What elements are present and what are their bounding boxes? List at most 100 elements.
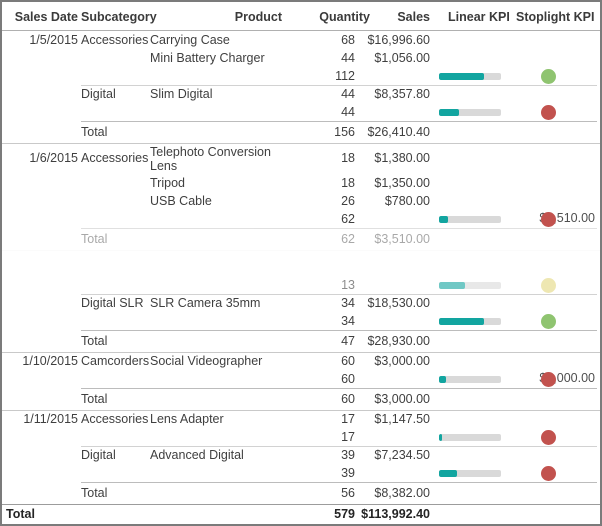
sales-value: $780.00	[384, 194, 430, 208]
table-row-subtotal: 39 $7,234.50	[2, 464, 600, 482]
sales-value: $3,510.00	[539, 211, 595, 225]
quantity-cell: 39	[341, 448, 355, 462]
sales-value: $3,000.00	[374, 392, 430, 406]
header-sales-date: Sales Date	[14, 10, 78, 24]
product-cell: Slim Digital	[150, 87, 213, 101]
product-cell: Telephoto Conversion Lens	[150, 145, 271, 173]
subcategory-cell: Digital	[81, 448, 116, 462]
quantity-cell: 68	[341, 33, 355, 47]
linear-kpi-bar	[439, 216, 501, 223]
table-row-detail: 1/10/2015 Camcorders Social Videographer 60…	[2, 352, 600, 370]
table-row-subtotal: 34 $18,530.00	[2, 312, 600, 330]
table-row-subtotal: 60 $3,000.00	[2, 370, 600, 388]
product-cell: Carrying Case	[150, 33, 230, 47]
quantity-cell: 156	[334, 125, 355, 139]
table-row-detail: 1/6/2015 Accessories Telephoto Conversion …	[2, 143, 600, 174]
total-label: Total	[81, 125, 108, 139]
linear-kpi-bar	[439, 318, 501, 325]
sales-value: $1,056.00	[374, 51, 430, 65]
product-cell: Mini Battery Charger	[150, 51, 265, 65]
sales-value: $1,380.00	[374, 151, 430, 165]
stoplight-kpi-indicator-yellow	[541, 278, 556, 293]
product-cell: Lens Adapter	[150, 412, 224, 426]
linear-kpi-bar-fill	[439, 470, 457, 477]
grand-total-separator	[2, 504, 600, 505]
table-row-total: Total 47 $28,930.00	[2, 330, 600, 352]
linear-kpi-bar-fill	[439, 376, 447, 383]
sales-value: $3,000.00	[374, 354, 430, 368]
sales-value: $10,400.00	[532, 277, 595, 291]
sales-value: $18,530.00	[367, 296, 430, 310]
sales-cell: $7,234.50	[357, 447, 435, 463]
linear-kpi-bar	[439, 109, 501, 116]
sales-cell: $3,000.00	[357, 353, 435, 369]
table-row-subtotal: 62 $3,510.00	[2, 210, 600, 228]
sales-cell: $16,996.60	[357, 32, 435, 48]
total-separator	[81, 330, 597, 331]
table-row-total: Total 56 $8,382.00	[2, 482, 600, 504]
subcategory-cell: Digital SLR	[81, 296, 144, 310]
table-row-detail: Mini Battery Charger 44 $1,056.00	[2, 49, 600, 67]
sales-date-cell: 1/10/2015	[22, 354, 78, 368]
quantity-cell: 18	[341, 151, 355, 165]
subcategory-cell: Digital	[81, 87, 116, 101]
total-separator	[81, 228, 597, 229]
stoplight-kpi-indicator-red	[541, 105, 556, 120]
sales-cell: $113,992.40	[357, 505, 435, 523]
sales-cell: $1,380.00	[357, 144, 435, 173]
linear-kpi-bar-fill	[439, 73, 484, 80]
sales-date-cell: 1/6/2015	[29, 151, 78, 165]
stoplight-kpi-indicator-red	[541, 212, 556, 227]
table-row-detail: 1/11/2015 Accessories Lens Adapter 17 $1,147…	[2, 410, 600, 428]
table-header-row: Sales Date Subcategory Product Quantity …	[2, 2, 600, 31]
sales-cell: $18,530.00	[357, 295, 435, 311]
table-row-total: Total 60 $3,000.00	[2, 388, 600, 410]
subcategory-cell: Accessories	[81, 33, 149, 47]
sales-value: $1,147.50	[374, 412, 430, 426]
sales-value: $16,996.60	[367, 33, 430, 47]
table-row-detail: Digital Advanced Digital 39 $7,234.50	[2, 446, 600, 464]
linear-kpi-bar-fill	[439, 109, 460, 116]
group-separator	[2, 352, 600, 353]
total-separator	[81, 121, 597, 122]
linear-kpi-bar-fill	[439, 434, 443, 441]
quantity-cell: 34	[341, 314, 355, 328]
total-separator	[81, 482, 597, 483]
quantity-cell: 34	[341, 296, 355, 310]
quantity-cell: 56	[341, 486, 355, 500]
sales-cell: $1,056.00	[357, 50, 435, 66]
table-row-detail: USB Cable 26 $780.00	[2, 192, 600, 210]
table-row-ghost	[2, 250, 600, 276]
quantity-cell: 17	[341, 412, 355, 426]
total-label: Total	[81, 232, 108, 246]
total-label: Total	[81, 392, 108, 406]
sales-cell: $26,410.40	[357, 122, 435, 142]
header-sales: Sales	[397, 10, 430, 24]
quantity-cell: 62	[341, 232, 355, 246]
quantity-cell: 17	[341, 430, 355, 444]
sales-value: $7,234.50	[539, 465, 595, 479]
subcategory-separator	[81, 294, 597, 295]
total-label: Total	[81, 334, 108, 348]
header-quantity: Quantity	[319, 10, 370, 24]
sales-date-cell: 1/5/2015	[29, 33, 78, 47]
table-row-grand: Total 579 $113,992.40	[2, 504, 600, 524]
sales-value: $18,052.60	[532, 68, 595, 82]
sales-value: $26,410.40	[367, 125, 430, 139]
total-separator	[81, 388, 597, 389]
stoplight-kpi-indicator-red	[541, 372, 556, 387]
sales-value: $3,000.00	[539, 371, 595, 385]
sales-value: $3,510.00	[374, 232, 430, 246]
subcategory-cell: Accessories	[81, 151, 149, 165]
stoplight-kpi-indicator-green	[541, 69, 556, 84]
sales-cell: $3,000.00	[357, 389, 435, 409]
sales-date-cell: 1/11/2015	[23, 412, 78, 426]
table-row-detail: Tripod 18 $1,350.00	[2, 174, 600, 192]
quantity-cell: 112	[335, 69, 355, 83]
linear-kpi-bar	[439, 470, 501, 477]
quantity-cell: 44	[341, 51, 355, 65]
linear-kpi-bar	[439, 434, 501, 441]
subcategory-separator	[81, 85, 597, 86]
sales-value: $7,234.50	[374, 448, 430, 462]
